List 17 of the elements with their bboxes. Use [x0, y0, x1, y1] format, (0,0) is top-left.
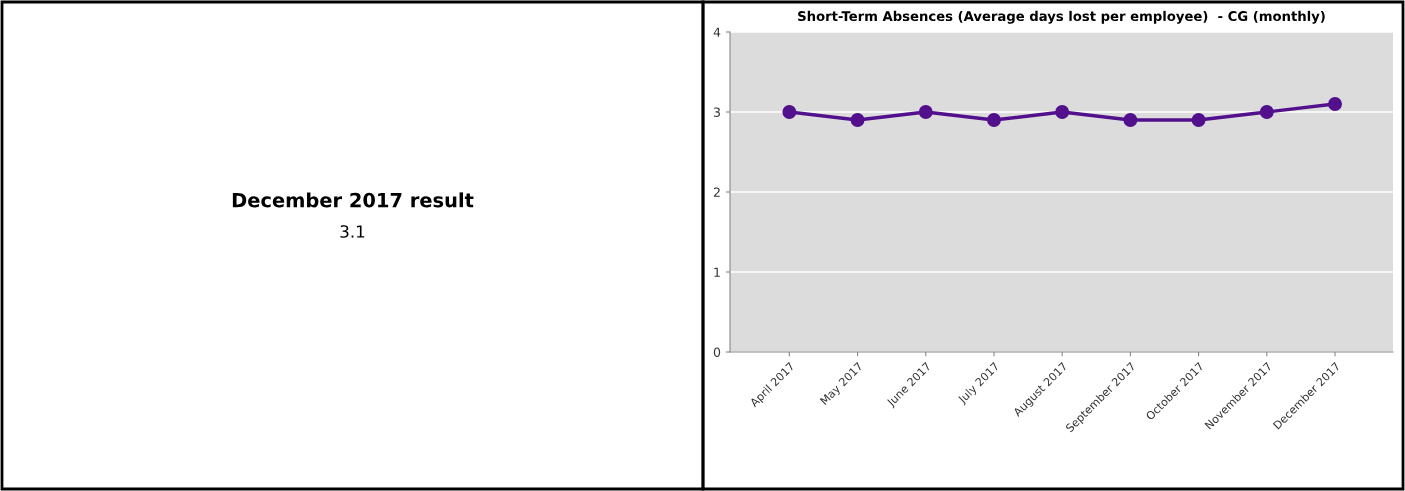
- y-tick-label: 3: [713, 107, 720, 117]
- point: [1259, 105, 1274, 119]
- point: [918, 105, 933, 119]
- point: [1123, 113, 1138, 127]
- y-tick-label: 4: [713, 27, 721, 37]
- y-tick-label: 1: [714, 267, 720, 277]
- text: December 2017 result: [232, 192, 474, 208]
- text: 3.1: [340, 225, 365, 238]
- y-tick-label: 0: [713, 347, 721, 357]
- point: [1328, 97, 1342, 111]
- y-tick-label: 2: [713, 187, 720, 197]
- chart-title: Short-Term Absences (Average days lost per employee) - CG (monthly): [798, 10, 1325, 24]
- point: [782, 105, 797, 119]
- point: [987, 113, 1001, 127]
- point: [850, 113, 865, 127]
- point: [1055, 105, 1070, 119]
- point: [1191, 113, 1206, 127]
